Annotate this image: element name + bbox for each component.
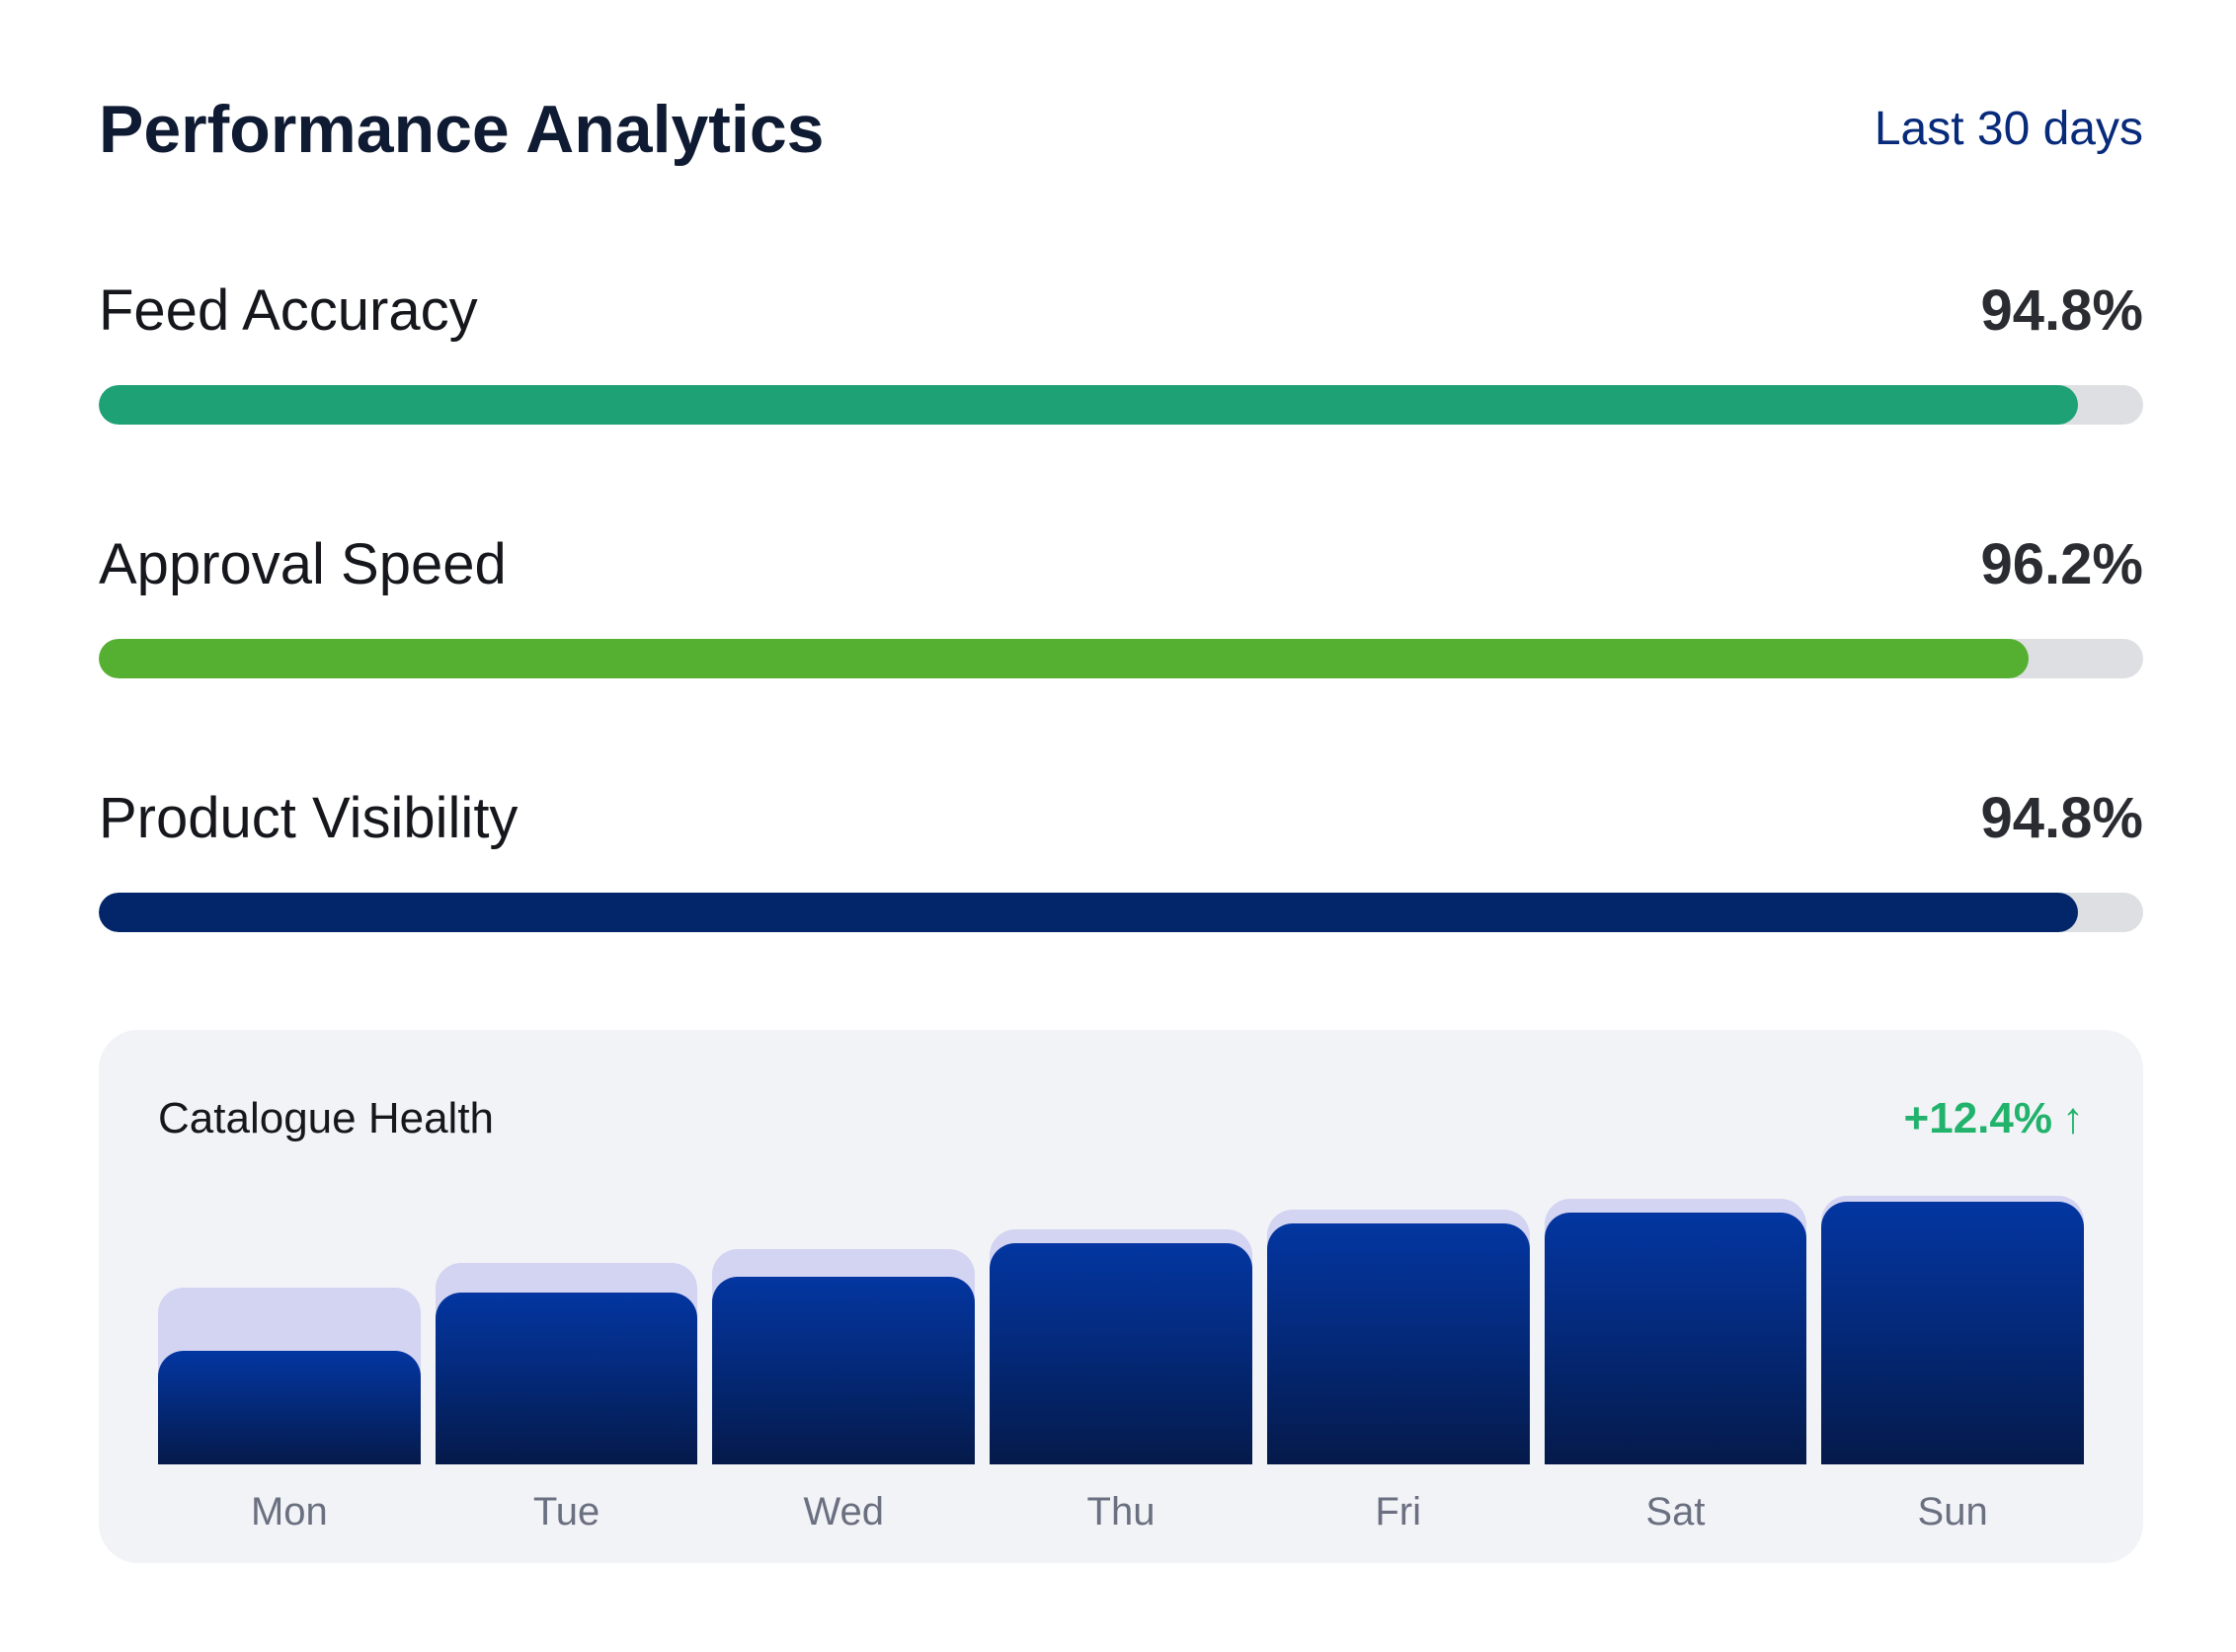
progress-fill bbox=[99, 385, 2078, 425]
bar-value bbox=[435, 1293, 698, 1464]
bar-column: Mon bbox=[158, 1188, 421, 1534]
period-selector[interactable]: Last 30 days bbox=[1874, 103, 2143, 155]
bar-label: Mon bbox=[250, 1490, 328, 1534]
bar-label: Sat bbox=[1645, 1490, 1706, 1534]
progress-track bbox=[99, 893, 2143, 932]
bar-chart: Mon Tue Wed Thu Fri Sat Sun bbox=[158, 1188, 2084, 1534]
bar-value bbox=[1544, 1213, 1807, 1464]
header: Performance Analytics Last 30 days bbox=[99, 85, 2143, 174]
bar-column: Sat bbox=[1544, 1188, 1807, 1534]
bar-column: Sun bbox=[1821, 1188, 2084, 1534]
bar-value bbox=[990, 1243, 1252, 1464]
arrow-up-icon: ↑ bbox=[2062, 1094, 2084, 1142]
change-value: +12.4% bbox=[1903, 1094, 2052, 1142]
metric-label: Feed Accuracy bbox=[99, 278, 478, 343]
progress-track bbox=[99, 385, 2143, 425]
metric-value: 94.8% bbox=[1980, 786, 2143, 850]
change-badge: +12.4% ↑ bbox=[1904, 1089, 2084, 1148]
metric-label: Approval Speed bbox=[99, 532, 507, 596]
bar-column: Fri bbox=[1266, 1188, 1530, 1534]
panel-title: Catalogue Health bbox=[158, 1094, 495, 1142]
bar-column: Wed bbox=[712, 1188, 976, 1534]
progress-fill bbox=[99, 893, 2078, 932]
bar-label: Wed bbox=[803, 1490, 885, 1534]
bar-label: Fri bbox=[1375, 1490, 1422, 1534]
bar-value bbox=[1266, 1223, 1530, 1464]
bar-label: Sun bbox=[1917, 1490, 1988, 1534]
progress-fill bbox=[99, 639, 2030, 678]
bar-value bbox=[1821, 1202, 2084, 1464]
metric-label: Product Visibility bbox=[99, 786, 519, 850]
bar-label: Tue bbox=[532, 1490, 600, 1534]
metric-value: 94.8% bbox=[1980, 278, 2143, 343]
bar-column: Thu bbox=[990, 1188, 1252, 1534]
bar-value bbox=[158, 1351, 421, 1464]
catalogue-health-panel: Catalogue Health +12.4% ↑ Mon Tue Wed Thu Fri… bbox=[99, 1030, 2143, 1563]
metric-product-visibility: Product Visibility 94.8% bbox=[99, 779, 2143, 977]
metric-value: 96.2% bbox=[1980, 532, 2143, 596]
progress-track bbox=[99, 639, 2143, 678]
bar-column: Tue bbox=[435, 1188, 698, 1534]
bar-value bbox=[712, 1276, 976, 1464]
page-title: Performance Analytics bbox=[99, 92, 825, 167]
bar-label: Thu bbox=[1086, 1490, 1156, 1534]
metric-approval-speed: Approval Speed 96.2% bbox=[99, 525, 2143, 723]
metric-feed-accuracy: Feed Accuracy 94.8% bbox=[99, 272, 2143, 469]
